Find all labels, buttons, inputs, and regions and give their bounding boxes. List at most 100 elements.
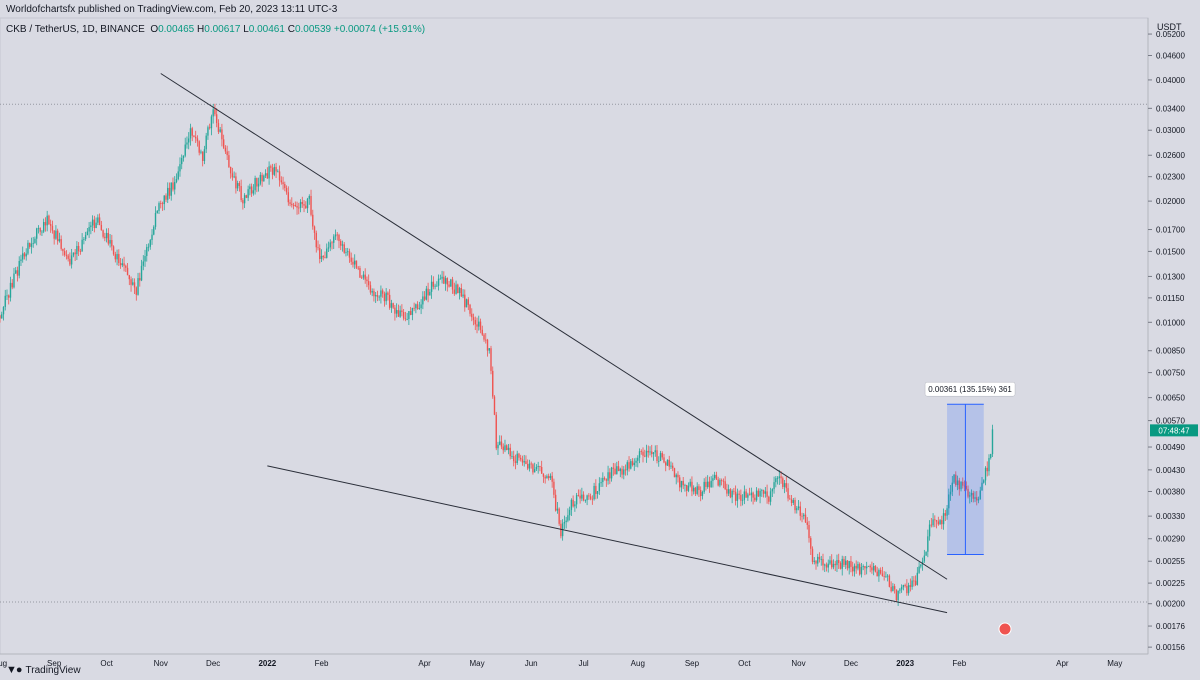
candle-body bbox=[782, 478, 784, 487]
x-tick-label: May bbox=[1107, 659, 1122, 668]
candle-body bbox=[547, 476, 550, 479]
candle-body bbox=[839, 563, 842, 569]
candle-body bbox=[16, 270, 19, 276]
candle-body bbox=[886, 575, 889, 577]
candle-body bbox=[537, 465, 539, 467]
candle-body bbox=[20, 259, 22, 261]
candle-body bbox=[69, 258, 71, 265]
candle-body bbox=[160, 203, 162, 204]
candle-body bbox=[958, 480, 960, 490]
y-tick-label: 0.03400 bbox=[1156, 104, 1185, 113]
candle-body bbox=[264, 173, 267, 176]
candle-body bbox=[733, 490, 735, 492]
candle-body bbox=[923, 555, 926, 562]
candle-body bbox=[177, 171, 179, 180]
candle-body bbox=[42, 222, 45, 232]
candle-body bbox=[336, 234, 338, 236]
candle-body bbox=[340, 240, 342, 246]
candle-body bbox=[574, 504, 576, 507]
candle-body bbox=[773, 482, 775, 490]
candle-body bbox=[895, 589, 898, 601]
last-price-tag-text: 07:48:47 bbox=[1158, 426, 1190, 435]
x-tick-label: 2023 bbox=[896, 659, 914, 668]
candle-body bbox=[850, 561, 852, 567]
candle-body bbox=[937, 521, 940, 525]
candle-body bbox=[883, 576, 885, 577]
candle-body bbox=[953, 474, 955, 483]
candle-body bbox=[741, 499, 744, 501]
candle-body bbox=[257, 183, 260, 187]
candle-body bbox=[588, 495, 590, 497]
candle-body bbox=[233, 176, 235, 178]
candle-body bbox=[810, 538, 812, 549]
candle-body bbox=[207, 127, 209, 136]
candle-body bbox=[385, 292, 387, 302]
candle-body bbox=[623, 469, 625, 475]
candle-body bbox=[287, 192, 290, 203]
candle-body bbox=[135, 287, 137, 295]
candle-body bbox=[91, 219, 94, 226]
tradingview-logo[interactable]: ▼● TradingView bbox=[6, 664, 81, 676]
candle-body bbox=[296, 205, 298, 208]
candle-body bbox=[345, 251, 347, 253]
ohlc-values: O0.00465 H0.00617 L0.00461 C0.00539 +0.0… bbox=[150, 24, 426, 35]
candle-body bbox=[270, 166, 272, 168]
candle-body bbox=[956, 480, 959, 486]
candle-body bbox=[900, 587, 903, 590]
candle-body bbox=[984, 467, 987, 481]
candle-body bbox=[493, 396, 496, 415]
tradingview-mark-icon: ▼● bbox=[6, 664, 23, 676]
candle-body bbox=[119, 262, 122, 266]
candle-body bbox=[944, 513, 947, 516]
candle-body bbox=[857, 564, 859, 569]
candle-body bbox=[673, 468, 676, 478]
candle-body bbox=[67, 255, 69, 259]
candle-body bbox=[757, 490, 760, 497]
candle-body bbox=[630, 461, 632, 469]
candle-body bbox=[885, 576, 887, 578]
candle-body bbox=[188, 138, 190, 143]
candle-body bbox=[198, 141, 200, 153]
candle-body bbox=[843, 558, 845, 565]
y-tick-label: 0.00850 bbox=[1156, 347, 1185, 356]
candle-body bbox=[640, 451, 642, 452]
low-value: 0.00461 bbox=[248, 24, 285, 35]
candle-body bbox=[107, 232, 110, 244]
candle-body bbox=[191, 128, 193, 136]
candle-body bbox=[600, 482, 602, 484]
candle-body bbox=[167, 187, 169, 200]
candle-body bbox=[130, 279, 132, 285]
y-tick-label: 0.00225 bbox=[1156, 579, 1185, 588]
candle-body bbox=[852, 566, 854, 572]
symbol-name[interactable]: CKB / TetherUS, 1D, BINANCE bbox=[6, 24, 145, 35]
candle-body bbox=[280, 180, 283, 183]
candle-body bbox=[291, 203, 293, 205]
candle-body bbox=[226, 151, 228, 156]
candle-body bbox=[701, 491, 704, 497]
candle-body bbox=[556, 508, 559, 511]
candle-body bbox=[507, 447, 510, 451]
candle-body bbox=[824, 564, 826, 566]
candle-body bbox=[677, 474, 679, 478]
candle-body bbox=[916, 572, 919, 585]
candle-body bbox=[624, 469, 627, 471]
candle-body bbox=[651, 451, 653, 455]
candle-body bbox=[278, 171, 281, 181]
candle-body bbox=[720, 480, 723, 481]
candle-body bbox=[726, 489, 728, 494]
candle-body bbox=[308, 196, 310, 199]
candle-body bbox=[532, 464, 534, 473]
candle-body bbox=[418, 308, 421, 309]
candle-body bbox=[221, 129, 223, 140]
candle-body bbox=[413, 307, 415, 309]
candle-body bbox=[25, 253, 27, 257]
candle-body bbox=[589, 496, 592, 499]
candle-body bbox=[240, 186, 242, 201]
candle-body bbox=[86, 231, 89, 236]
candle-body bbox=[911, 580, 913, 587]
candle-body bbox=[535, 466, 538, 470]
candle-body bbox=[696, 486, 698, 494]
candle-body bbox=[642, 451, 644, 456]
y-tick-label: 0.00290 bbox=[1156, 535, 1185, 544]
